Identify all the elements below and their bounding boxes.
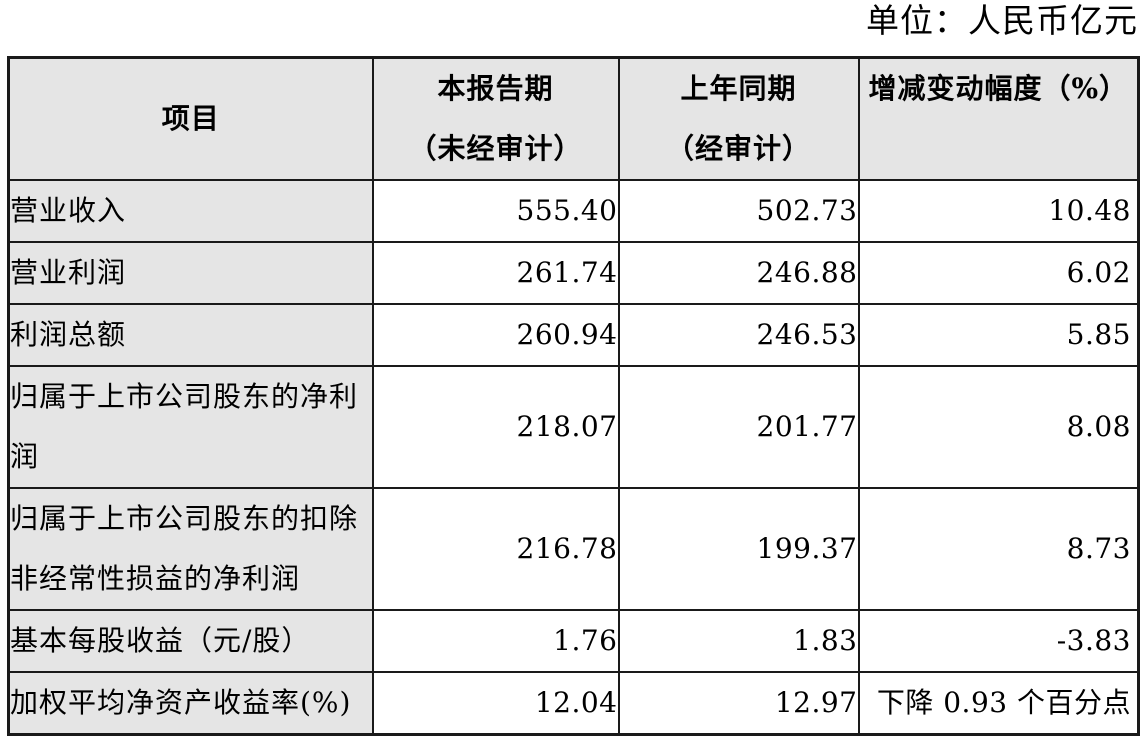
change-value-cell: -3.83 bbox=[857, 609, 1140, 673]
col-header-change: 增减变动幅度（%） bbox=[857, 56, 1140, 181]
header-row: 项目 本报告期 （未经审计） 上年同期 （经审计） 增减变动幅度（%） bbox=[7, 56, 1140, 181]
current-value-cell: 218.07 bbox=[371, 365, 620, 489]
change-value-cell: 5.85 bbox=[857, 303, 1140, 367]
prior-value-cell: 12.97 bbox=[617, 671, 860, 736]
current-value-cell: 1.76 bbox=[371, 609, 620, 673]
item-cell: 营业利润 bbox=[7, 241, 374, 305]
col-header-item-label: 项目 bbox=[161, 102, 220, 135]
col-header-current-line1: 本报告期 bbox=[437, 72, 554, 105]
current-value-cell: 216.78 bbox=[371, 487, 620, 611]
col-header-prior-period: 上年同期 （经审计） bbox=[617, 56, 860, 181]
table-row: 基本每股收益（元/股） 1.76 1.83 -3.83 bbox=[7, 609, 1140, 673]
prior-value-cell: 502.73 bbox=[617, 179, 860, 243]
col-header-item: 项目 bbox=[7, 56, 374, 181]
prior-value-cell: 199.37 bbox=[617, 487, 860, 611]
col-header-prior-line1: 上年同期 bbox=[680, 72, 797, 105]
current-value-cell: 261.74 bbox=[371, 241, 620, 305]
change-value-cell: 6.02 bbox=[857, 241, 1140, 305]
current-value-cell: 12.04 bbox=[371, 671, 620, 736]
item-cell: 利润总额 bbox=[7, 303, 374, 367]
item-cell: 加权平均净资产收益率(%) bbox=[7, 671, 374, 736]
change-value-cell: 下降 0.93 个百分点 bbox=[857, 671, 1140, 736]
table-row: 归属于上市公司股东的扣除非经常性损益的净利润 216.78 199.37 8.7… bbox=[7, 487, 1140, 611]
table-row: 利润总额 260.94 246.53 5.85 bbox=[7, 303, 1140, 367]
financial-summary-table: 项目 本报告期 （未经审计） 上年同期 （经审计） 增减变动幅度（%） 营业收入… bbox=[7, 56, 1140, 736]
item-cell: 基本每股收益（元/股） bbox=[7, 609, 374, 673]
change-value-cell: 10.48 bbox=[857, 179, 1140, 243]
current-value-cell: 555.40 bbox=[371, 179, 620, 243]
col-header-current-period: 本报告期 （未经审计） bbox=[371, 56, 620, 181]
col-header-change-label: 增减变动幅度（%） bbox=[868, 72, 1129, 105]
table-row: 营业收入 555.40 502.73 10.48 bbox=[7, 179, 1140, 243]
col-header-prior-line2: （经审计） bbox=[665, 132, 811, 165]
change-value-cell: 8.08 bbox=[857, 365, 1140, 489]
table-row: 加权平均净资产收益率(%) 12.04 12.97 下降 0.93 个百分点 bbox=[7, 671, 1140, 736]
item-cell: 归属于上市公司股东的净利润 bbox=[7, 365, 374, 489]
table-row: 归属于上市公司股东的净利润 218.07 201.77 8.08 bbox=[7, 365, 1140, 489]
col-header-current-line2: （未经审计） bbox=[408, 132, 583, 165]
prior-value-cell: 246.53 bbox=[617, 303, 860, 367]
table-row: 营业利润 261.74 246.88 6.02 bbox=[7, 241, 1140, 305]
item-cell: 归属于上市公司股东的扣除非经常性损益的净利润 bbox=[7, 487, 374, 611]
prior-value-cell: 246.88 bbox=[617, 241, 860, 305]
item-cell: 营业收入 bbox=[7, 179, 374, 243]
current-value-cell: 260.94 bbox=[371, 303, 620, 367]
prior-value-cell: 1.83 bbox=[617, 609, 860, 673]
unit-label: 单位：人民币亿元 bbox=[866, 1, 1138, 40]
change-value-cell: 8.73 bbox=[857, 487, 1140, 611]
prior-value-cell: 201.77 bbox=[617, 365, 860, 489]
